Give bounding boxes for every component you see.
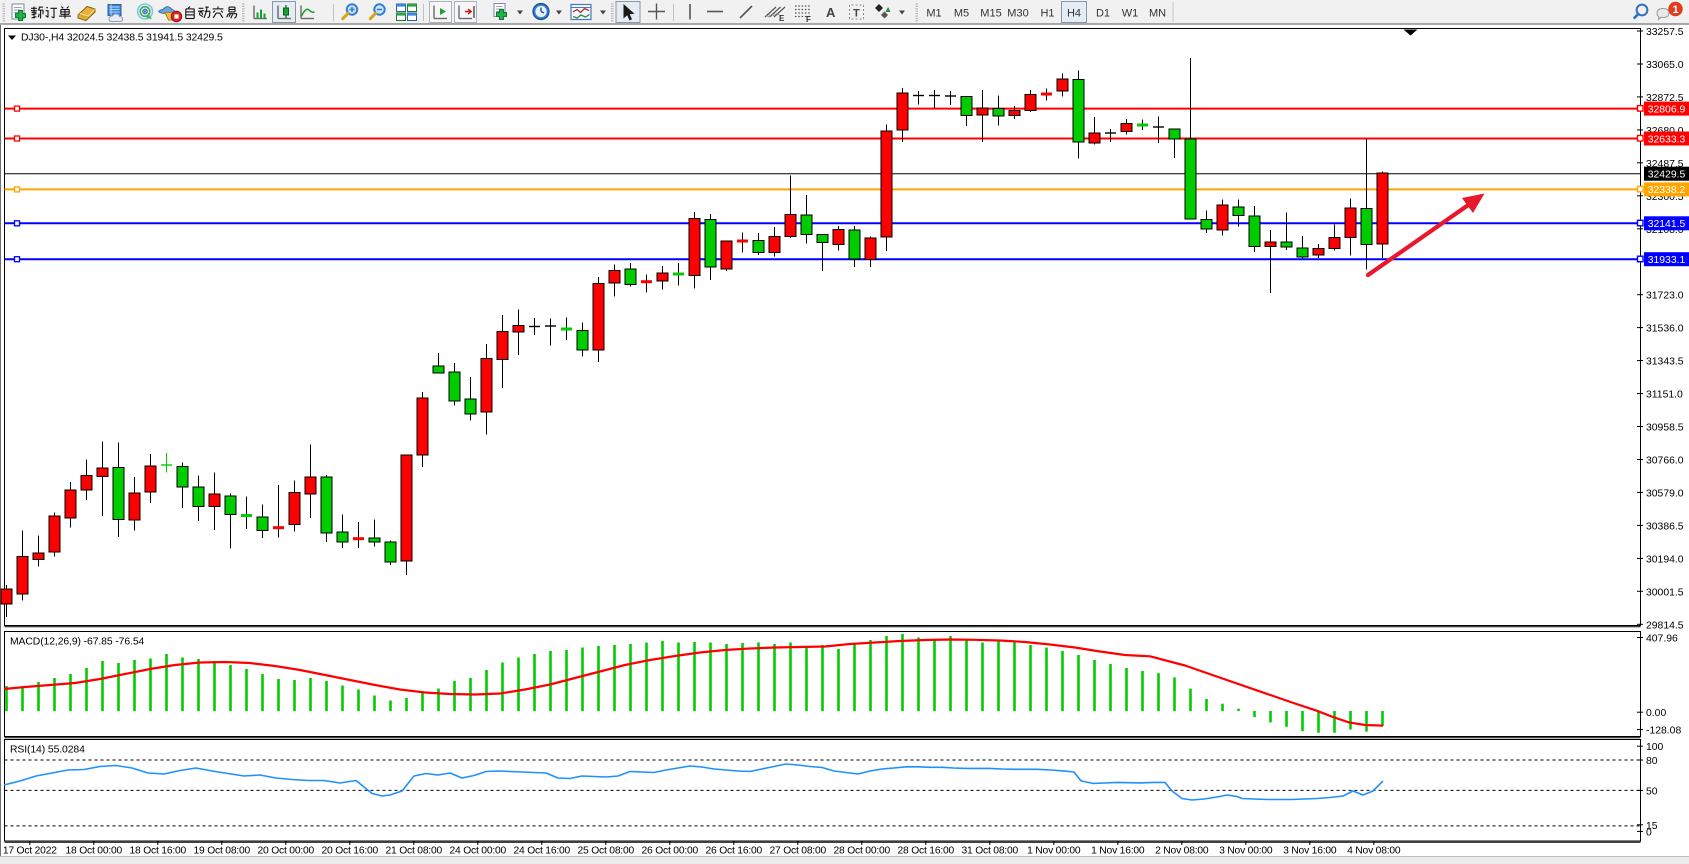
svg-text:3 Nov 00:00: 3 Nov 00:00 bbox=[1219, 846, 1273, 857]
svg-text:32338.2: 32338.2 bbox=[1648, 185, 1686, 196]
svg-text:M1: M1 bbox=[926, 8, 941, 20]
svg-text:1: 1 bbox=[1672, 4, 1678, 16]
svg-text:32633.3: 32633.3 bbox=[1648, 134, 1686, 145]
svg-text:32487.5: 32487.5 bbox=[1646, 159, 1684, 170]
svg-text:100: 100 bbox=[1646, 742, 1664, 753]
svg-text:32300.5: 32300.5 bbox=[1646, 192, 1684, 203]
svg-text:3 Nov 16:00: 3 Nov 16:00 bbox=[1283, 846, 1337, 857]
svg-text:T: T bbox=[853, 8, 860, 20]
svg-text:M15: M15 bbox=[980, 8, 1001, 20]
svg-text:24 Oct 16:00: 24 Oct 16:00 bbox=[514, 846, 571, 857]
svg-text:4 Nov 08:00: 4 Nov 08:00 bbox=[1347, 846, 1401, 857]
svg-text:29814.5: 29814.5 bbox=[1646, 620, 1684, 631]
svg-text:30001.5: 30001.5 bbox=[1646, 587, 1684, 598]
svg-text:31933.1: 31933.1 bbox=[1648, 255, 1686, 266]
svg-text:33065.0: 33065.0 bbox=[1646, 60, 1684, 71]
svg-text:32806.9: 32806.9 bbox=[1648, 104, 1686, 115]
svg-text:31 Oct 08:00: 31 Oct 08:00 bbox=[962, 846, 1019, 857]
svg-text:28 Oct 16:00: 28 Oct 16:00 bbox=[898, 846, 955, 857]
svg-text:18 Oct 00:00: 18 Oct 00:00 bbox=[66, 846, 123, 857]
svg-text:RSI(14) 55.0284: RSI(14) 55.0284 bbox=[10, 745, 85, 756]
svg-text:F: F bbox=[806, 15, 811, 24]
svg-text:-128.08: -128.08 bbox=[1646, 726, 1681, 737]
svg-text:21 Oct 08:00: 21 Oct 08:00 bbox=[386, 846, 443, 857]
svg-text:50: 50 bbox=[1646, 786, 1658, 797]
svg-text:20 Oct 16:00: 20 Oct 16:00 bbox=[322, 846, 379, 857]
svg-text:2 Nov 08:00: 2 Nov 08:00 bbox=[1155, 846, 1209, 857]
svg-text:30194.0: 30194.0 bbox=[1646, 554, 1684, 565]
svg-text:28 Oct 00:00: 28 Oct 00:00 bbox=[834, 846, 891, 857]
svg-text:32680.0: 32680.0 bbox=[1646, 126, 1684, 137]
svg-text:407.96: 407.96 bbox=[1646, 634, 1678, 645]
svg-text:31151.0: 31151.0 bbox=[1646, 390, 1683, 401]
svg-text:H4: H4 bbox=[1067, 8, 1081, 20]
svg-text:MN: MN bbox=[1149, 8, 1166, 20]
svg-text:E: E bbox=[779, 14, 785, 23]
svg-text:31723.0: 31723.0 bbox=[1646, 291, 1684, 302]
svg-text:A: A bbox=[826, 5, 836, 20]
svg-text:31536.0: 31536.0 bbox=[1646, 324, 1684, 335]
svg-text:30579.0: 30579.0 bbox=[1646, 488, 1684, 499]
svg-text:18 Oct 16:00: 18 Oct 16:00 bbox=[130, 846, 187, 857]
svg-text:33257.5: 33257.5 bbox=[1646, 27, 1684, 38]
svg-text:1 Nov 16:00: 1 Nov 16:00 bbox=[1091, 846, 1145, 857]
svg-text:D1: D1 bbox=[1096, 8, 1110, 20]
svg-text:30958.5: 30958.5 bbox=[1646, 423, 1684, 434]
svg-text:M5: M5 bbox=[954, 8, 969, 20]
svg-text:24 Oct 00:00: 24 Oct 00:00 bbox=[450, 846, 507, 857]
svg-text:15: 15 bbox=[1646, 821, 1658, 832]
svg-text:32141.5: 32141.5 bbox=[1648, 219, 1686, 230]
svg-text:H1: H1 bbox=[1040, 8, 1054, 20]
svg-text:30766.0: 30766.0 bbox=[1646, 456, 1684, 467]
svg-text:MACD(12,26,9) -67.85 -76.54: MACD(12,26,9) -67.85 -76.54 bbox=[10, 637, 145, 648]
svg-text:26 Oct 16:00: 26 Oct 16:00 bbox=[706, 846, 763, 857]
svg-text:31343.5: 31343.5 bbox=[1646, 357, 1684, 368]
svg-text:32429.5: 32429.5 bbox=[1648, 170, 1686, 181]
svg-text:20 Oct 00:00: 20 Oct 00:00 bbox=[258, 846, 315, 857]
svg-text:M30: M30 bbox=[1007, 8, 1028, 20]
svg-text:W1: W1 bbox=[1122, 8, 1139, 20]
svg-text:DJ30-,H4 32024.5 32438.5 3194: DJ30-,H4 32024.5 32438.5 31941.5 32429.5 bbox=[21, 33, 223, 44]
svg-text:25 Oct 08:00: 25 Oct 08:00 bbox=[578, 846, 635, 857]
svg-text:30386.5: 30386.5 bbox=[1646, 521, 1684, 532]
svg-text:1 Nov 00:00: 1 Nov 00:00 bbox=[1027, 846, 1081, 857]
svg-text:19 Oct 08:00: 19 Oct 08:00 bbox=[194, 846, 251, 857]
svg-text:26 Oct 00:00: 26 Oct 00:00 bbox=[642, 846, 699, 857]
svg-text:80: 80 bbox=[1646, 756, 1658, 767]
svg-text:27 Oct 08:00: 27 Oct 08:00 bbox=[770, 846, 827, 857]
svg-text:32872.5: 32872.5 bbox=[1646, 93, 1684, 104]
svg-text:0.00: 0.00 bbox=[1646, 708, 1666, 719]
svg-text:17 Oct 2022: 17 Oct 2022 bbox=[3, 846, 57, 857]
svg-text:0: 0 bbox=[1646, 827, 1652, 838]
